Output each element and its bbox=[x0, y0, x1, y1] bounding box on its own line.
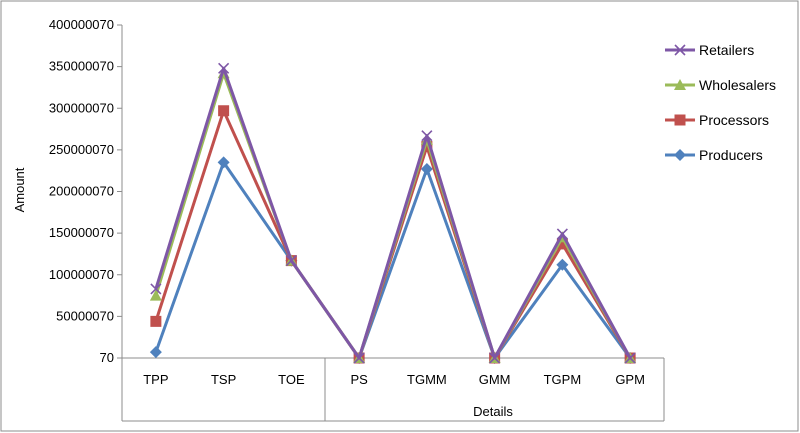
data-point-retailers bbox=[285, 255, 297, 267]
legend-label: Retailers bbox=[699, 42, 754, 58]
data-point-retailers bbox=[353, 352, 365, 364]
x-axis-ticks: TPP TSP TOE PS TGMM GMM TGPM GPM bbox=[143, 372, 645, 387]
data-point-producers bbox=[420, 163, 433, 176]
y-axis-label: Amount bbox=[12, 167, 27, 212]
y-tick-label: 400000070 bbox=[49, 17, 114, 32]
series-line-producers bbox=[154, 160, 632, 360]
data-point-retailers bbox=[150, 283, 162, 295]
x-tick-label: TGPM bbox=[544, 372, 582, 387]
legend-label: Wholesalers bbox=[699, 77, 776, 93]
series-layer bbox=[149, 62, 637, 364]
legend-marker-wholesalers bbox=[674, 79, 686, 90]
series-retailers bbox=[150, 62, 636, 364]
x-tick-label: TPP bbox=[143, 372, 168, 387]
data-point-processors bbox=[556, 238, 568, 250]
x-tick-label: PS bbox=[350, 372, 368, 387]
data-point-retailers bbox=[218, 62, 230, 74]
data-point-retailers bbox=[421, 130, 433, 142]
legend-marker-retailers bbox=[674, 44, 686, 56]
legend-item-producers: Producers bbox=[665, 147, 763, 163]
data-point-processors bbox=[421, 141, 433, 153]
x-tick-label: GPM bbox=[615, 372, 645, 387]
legend-label: Processors bbox=[699, 112, 769, 128]
legend-item-wholesalers: Wholesalers bbox=[665, 77, 776, 93]
axes bbox=[121, 25, 665, 422]
data-point-producers bbox=[149, 346, 162, 359]
y-tick-label: 70 bbox=[100, 350, 114, 365]
y-tick-label: 150000070 bbox=[49, 225, 114, 240]
y-tick-label: 300000070 bbox=[49, 100, 114, 115]
y-tick-label: 200000070 bbox=[49, 184, 114, 199]
legend-item-processors: Processors bbox=[665, 112, 769, 128]
x-axis-label: Details bbox=[473, 404, 513, 419]
y-tick-label: 250000070 bbox=[49, 142, 114, 157]
y-tick-label: 100000070 bbox=[49, 267, 114, 282]
x-tick-label: TGMM bbox=[407, 372, 447, 387]
data-point-wholesalers bbox=[149, 289, 162, 301]
x-tick-label: GMM bbox=[479, 372, 511, 387]
legend-marker-producers bbox=[674, 149, 686, 161]
data-point-processors bbox=[218, 105, 230, 117]
data-point-retailers bbox=[624, 352, 636, 364]
legend-item-retailers: Retailers bbox=[665, 42, 754, 58]
legend: Retailers Wholesalers Processors Producers bbox=[665, 42, 776, 163]
data-point-retailers bbox=[556, 228, 568, 240]
x-tick-label: TOE bbox=[278, 372, 305, 387]
y-axis-ticks: 70 50000070 100000070 150000070 200000070 250… bbox=[49, 17, 122, 365]
legend-label: Producers bbox=[699, 147, 763, 163]
data-point-producers bbox=[556, 258, 569, 271]
y-tick-label: 350000070 bbox=[49, 59, 114, 74]
series-line-retailers bbox=[154, 66, 632, 360]
data-point-producers bbox=[217, 156, 230, 169]
data-point-retailers bbox=[489, 352, 501, 364]
data-point-processors bbox=[150, 315, 162, 327]
y-tick-label: 50000070 bbox=[56, 308, 114, 323]
legend-marker-processors bbox=[674, 114, 686, 126]
x-tick-label: TSP bbox=[211, 372, 236, 387]
